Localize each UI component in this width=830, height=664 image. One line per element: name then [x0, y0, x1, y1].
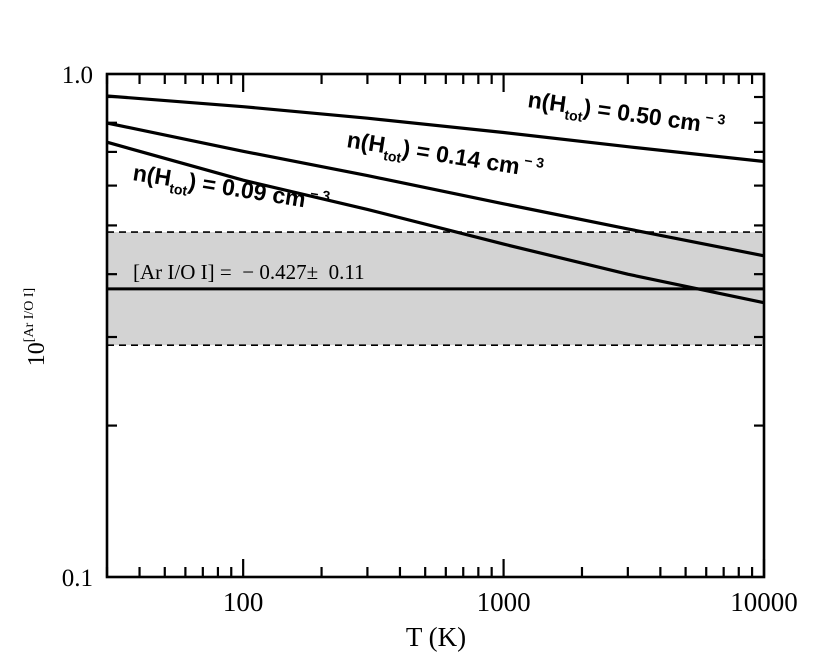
plot-frame	[105, 72, 766, 579]
y-tick-label: 1.0	[62, 62, 93, 89]
series-label-part: n(H	[526, 86, 568, 117]
series-line-3	[106, 140, 765, 305]
series-label-part: tot	[382, 147, 402, 166]
series-label-part: − 3	[305, 185, 331, 205]
y-axis-label: 10[Ar I/O I]	[22, 288, 50, 366]
series-label-part: tot	[564, 106, 584, 124]
x-axis-label: T (K)	[406, 622, 466, 652]
series-label-part: ) = 0.14 cm	[401, 135, 522, 179]
uncertainty-band-layer	[107, 231, 764, 346]
svg-text:10[Ar I/O I]: 10[Ar I/O I]	[22, 288, 50, 366]
series-label-part: ) = 0.50 cm	[582, 94, 703, 136]
band-label: [Ar I/O I] = − 0.427± 0.11	[133, 260, 365, 284]
series-label-part: tot	[168, 180, 188, 199]
series-layer	[106, 94, 765, 305]
series-label-text: n(Htot) = 0.50 cm − 3	[526, 84, 727, 144]
x-tick-label: 10000	[730, 587, 798, 617]
x-tick-label: 100	[223, 587, 264, 617]
y-axis-label-base: 10	[24, 342, 50, 366]
series-label-text: n(Htot) = 0.09 cm − 3	[130, 157, 331, 221]
series-line-2	[106, 121, 765, 258]
series-line-1	[106, 94, 765, 164]
text-layer: 100 1000 10000 0.1 1.0 [Ar I/O I] = − 0.427± …	[62, 62, 798, 617]
y-tick-label: 0.1	[62, 565, 93, 592]
series-label-3: n(Htot) = 0.09 cm − 3	[130, 157, 331, 221]
series-label-1: n(Htot) = 0.50 cm − 3	[526, 84, 727, 144]
series-label-part: n(H	[345, 126, 387, 158]
series-label-part: − 3	[519, 152, 545, 172]
x-tick-label: 1000	[477, 587, 531, 617]
series-label-part: ) = 0.09 cm	[187, 168, 308, 212]
series-label-part: n(H	[131, 159, 173, 191]
y-axis-label-exponent: [Ar I/O I]	[22, 288, 37, 342]
series-label-part: − 3	[701, 109, 727, 128]
